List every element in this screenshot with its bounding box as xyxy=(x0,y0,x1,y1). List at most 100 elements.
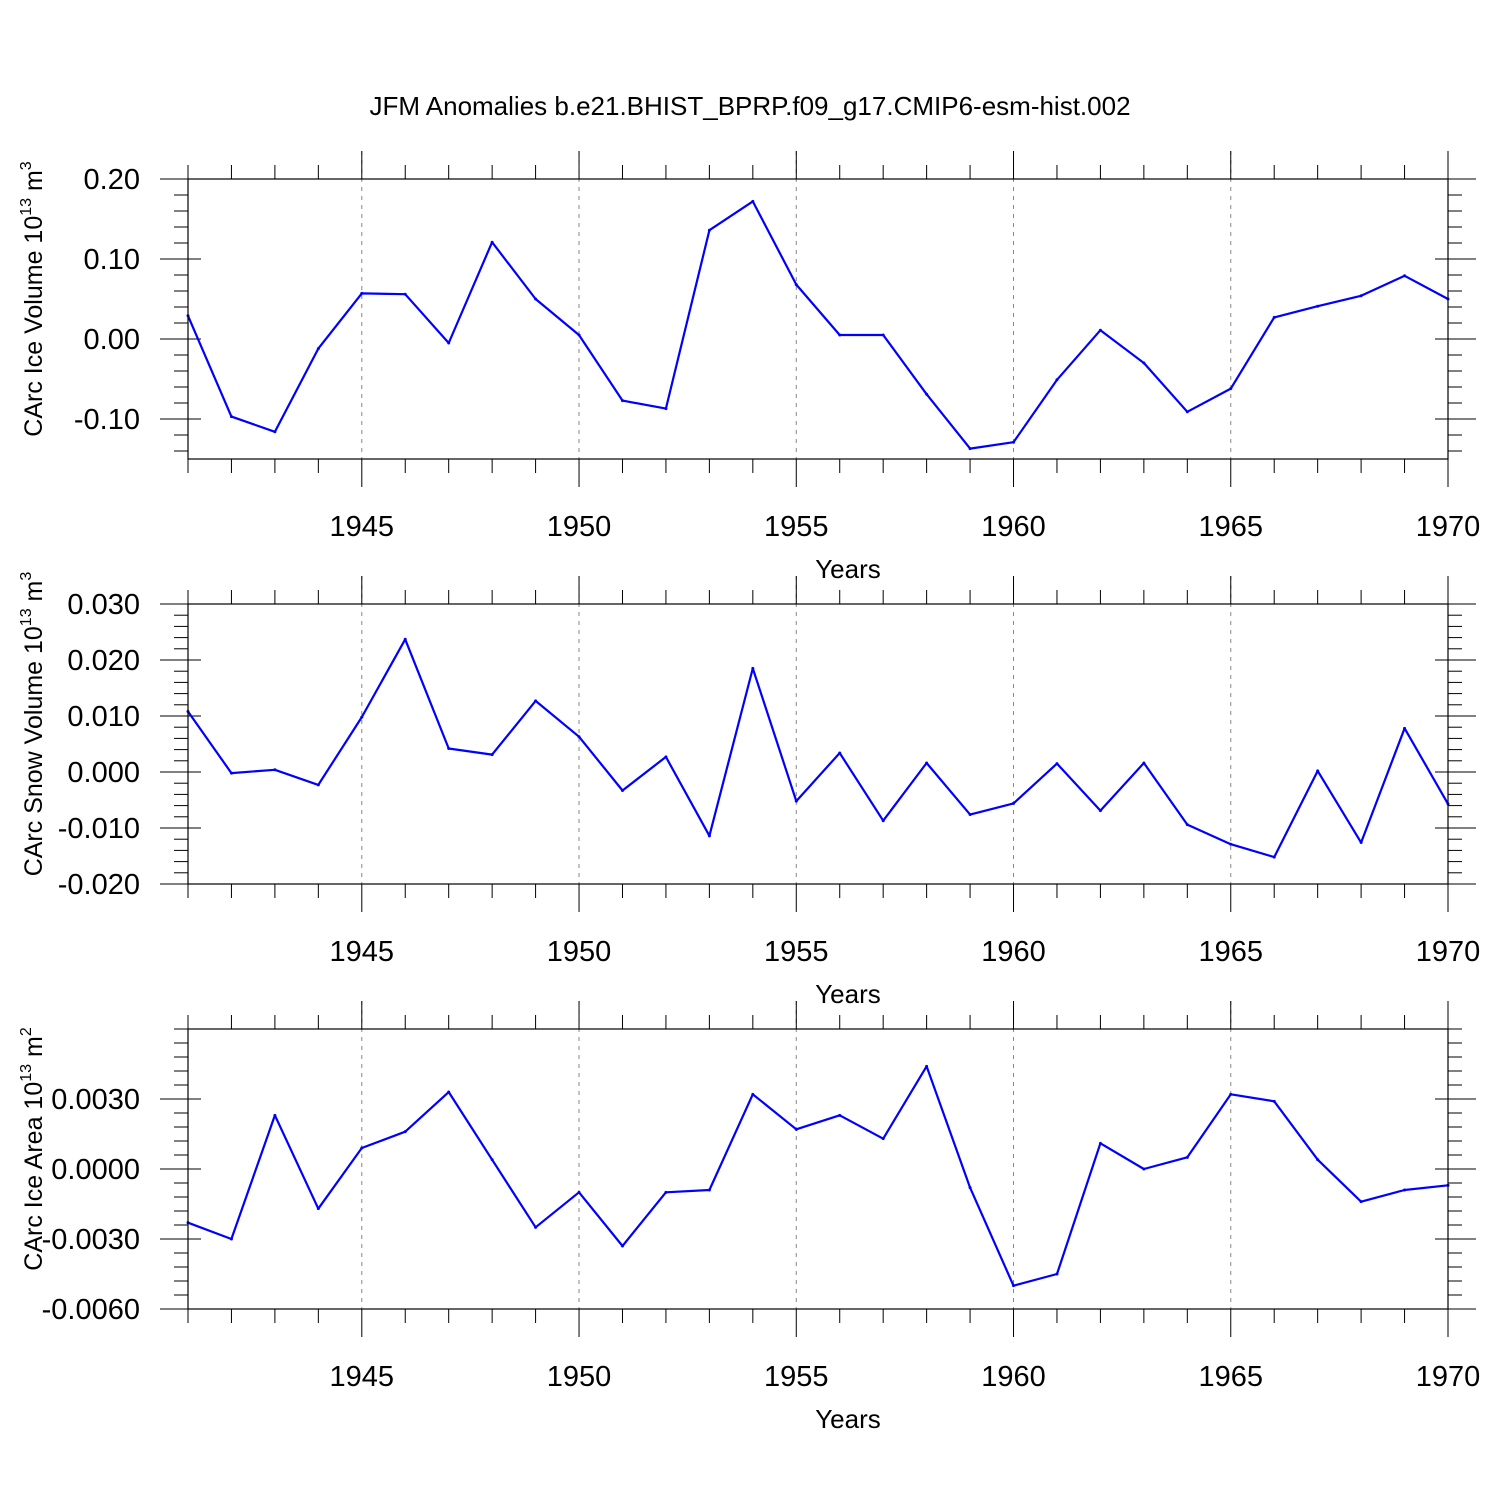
y-axis-label: CArc Ice Area 1013 m2 xyxy=(18,1027,48,1271)
data-point xyxy=(925,392,929,396)
data-point xyxy=(1098,1141,1102,1145)
data-point xyxy=(1272,315,1276,319)
data-point xyxy=(534,699,538,703)
data-point xyxy=(794,1127,798,1131)
y-axis-label: CArc Ice Volume 1013 m3 xyxy=(18,161,48,437)
data-point xyxy=(403,292,407,296)
data-point xyxy=(273,430,277,434)
data-point xyxy=(794,799,798,803)
data-point xyxy=(1316,304,1320,308)
y-tick-label: 0.10 xyxy=(84,244,140,276)
data-point xyxy=(229,415,233,419)
x-tick-label: 1965 xyxy=(1199,511,1264,543)
x-tick-label: 1945 xyxy=(330,1361,395,1393)
data-point xyxy=(751,666,755,670)
data-point xyxy=(1012,1284,1016,1288)
data-point xyxy=(707,228,711,232)
data-point xyxy=(447,746,451,750)
x-tick-label: 1945 xyxy=(330,936,395,968)
data-point xyxy=(1012,440,1016,444)
data-point xyxy=(577,333,581,337)
data-point xyxy=(273,1113,277,1117)
data-point xyxy=(794,283,798,287)
data-point xyxy=(316,783,320,787)
data-point xyxy=(360,715,364,719)
data-point xyxy=(881,1137,885,1141)
data-point xyxy=(1142,361,1146,365)
x-axis-label: Years xyxy=(815,979,881,1009)
y-tick-label: -0.010 xyxy=(58,813,140,845)
x-tick-label: 1960 xyxy=(981,936,1046,968)
data-point xyxy=(577,735,581,739)
y-tick-label: 0.030 xyxy=(67,589,140,621)
data-point xyxy=(1316,769,1320,773)
data-point xyxy=(1359,294,1363,298)
series-line xyxy=(187,1065,1449,1287)
data-point xyxy=(620,1244,624,1248)
data-point xyxy=(620,399,624,403)
x-axis-label: Years xyxy=(815,554,881,584)
data-point xyxy=(707,834,711,838)
data-point xyxy=(490,240,494,244)
data-point xyxy=(1272,855,1276,859)
y-tick-label: 0.010 xyxy=(67,701,140,733)
x-tick-label: 1965 xyxy=(1199,936,1264,968)
data-point xyxy=(403,637,407,641)
panels: 0.20 0.10 0.00 -0.10 1945 1950 1955 1960 1965 197… xyxy=(18,151,1480,1434)
data-point xyxy=(1316,1158,1320,1162)
data-point xyxy=(925,1064,929,1068)
data-point xyxy=(925,761,929,765)
x-tick-label: 1955 xyxy=(764,1361,829,1393)
y-tick-label: -0.10 xyxy=(74,404,140,436)
data-point xyxy=(1403,1188,1407,1192)
y-tick-label: 0.000 xyxy=(67,757,140,789)
data-point xyxy=(490,1158,494,1162)
y-tick-label: -0.0060 xyxy=(42,1294,140,1326)
x-tick-label: 1950 xyxy=(547,1361,612,1393)
data-point xyxy=(838,333,842,337)
data-point xyxy=(1012,801,1016,805)
x-tick-label: 1960 xyxy=(981,1361,1046,1393)
plot-frame xyxy=(187,1028,1449,1310)
data-point xyxy=(838,1113,842,1117)
data-point xyxy=(1403,274,1407,278)
x-tick-label: 1965 xyxy=(1199,1361,1264,1393)
data-point xyxy=(1055,762,1059,766)
x-axis-label: Years xyxy=(815,1404,881,1434)
x-tick-label: 1960 xyxy=(981,511,1046,543)
plot-frame xyxy=(187,178,1449,460)
x-tick-label: 1945 xyxy=(330,511,395,543)
data-point xyxy=(577,1190,581,1194)
data-point xyxy=(1055,1272,1059,1276)
x-tick-label: 1970 xyxy=(1416,1361,1481,1393)
data-point xyxy=(620,788,624,792)
data-point xyxy=(1185,823,1189,827)
data-point xyxy=(1098,328,1102,332)
data-point xyxy=(1359,1200,1363,1204)
y-tick-label: 0.00 xyxy=(84,324,140,356)
data-point xyxy=(968,813,972,817)
plot-frame xyxy=(187,603,1449,885)
x-tick-label: 1955 xyxy=(764,936,829,968)
data-point xyxy=(1185,410,1189,414)
data-point xyxy=(664,407,668,411)
x-tick-label: 1950 xyxy=(547,511,612,543)
data-point xyxy=(403,1130,407,1134)
data-point xyxy=(838,751,842,755)
data-point xyxy=(664,755,668,759)
data-point xyxy=(664,1190,668,1194)
data-point xyxy=(751,199,755,203)
y-tick-label: -0.0030 xyxy=(42,1224,140,1256)
series-line xyxy=(186,200,1449,450)
y-tick-label: 0.0000 xyxy=(51,1154,140,1186)
figure-title: JFM Anomalies b.e21.BHIST_BPRP.f09_g17.C… xyxy=(369,91,1130,121)
data-point xyxy=(360,291,364,295)
data-point xyxy=(1229,842,1233,846)
x-tick-label: 1950 xyxy=(547,936,612,968)
data-point xyxy=(1272,1099,1276,1103)
data-point xyxy=(881,819,885,823)
y-axis-label: CArc Snow Volume 1013 m3 xyxy=(18,572,48,877)
